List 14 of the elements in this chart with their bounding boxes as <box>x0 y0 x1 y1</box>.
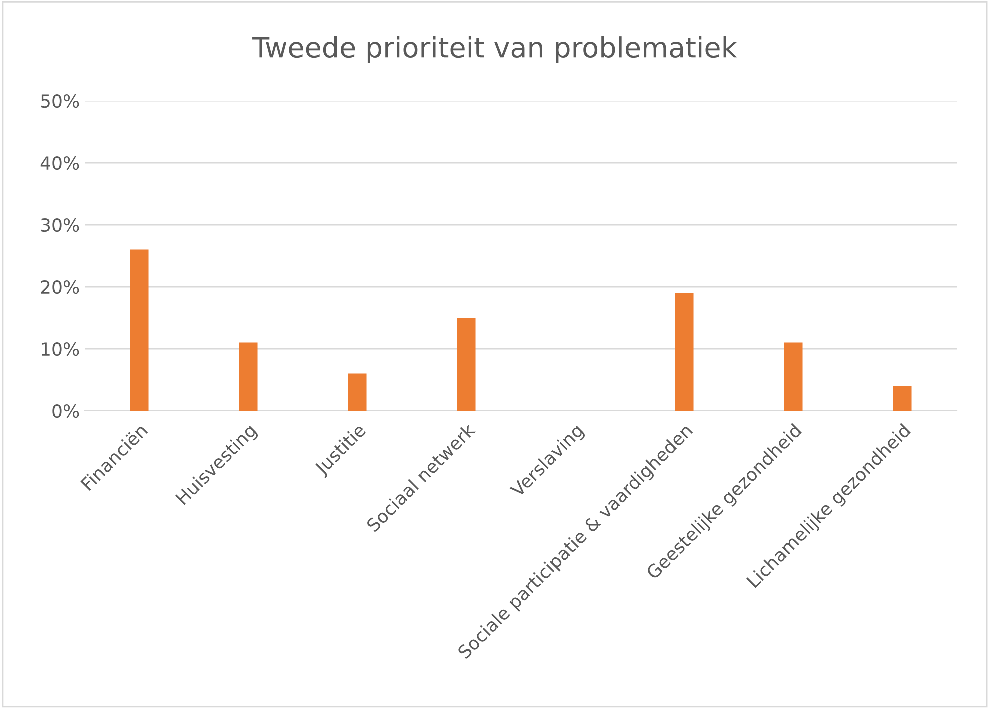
bar <box>893 386 912 411</box>
y-tick-label: 50% <box>41 94 80 108</box>
y-tick-label: 20% <box>41 280 80 294</box>
bar <box>675 293 694 411</box>
chart-title: Tweede prioriteit van problematiek <box>252 36 738 64</box>
bar <box>784 342 803 411</box>
bar <box>457 318 476 411</box>
bar <box>239 342 258 411</box>
bar <box>130 250 149 411</box>
bar <box>348 374 367 411</box>
y-tick-label: 10% <box>42 342 80 356</box>
y-tick-label: 0% <box>52 404 80 418</box>
y-tick-label: 30% <box>41 218 80 232</box>
y-tick-label: 40% <box>40 156 80 170</box>
